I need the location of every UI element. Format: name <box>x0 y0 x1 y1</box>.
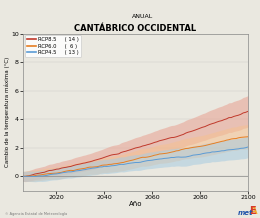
Legend: RCP8.5     ( 14 ), RCP6.0     (  6 ), RCP4.5     ( 13 ): RCP8.5 ( 14 ), RCP6.0 ( 6 ), RCP4.5 ( 13… <box>24 35 81 57</box>
Text: ANUAL: ANUAL <box>132 14 154 19</box>
Y-axis label: Cambio de la temperatura máxima (°C): Cambio de la temperatura máxima (°C) <box>4 57 10 167</box>
Text: E: E <box>250 206 256 216</box>
Text: © Agencia Estatal de Meteorología: © Agencia Estatal de Meteorología <box>5 212 67 216</box>
X-axis label: Año: Año <box>129 201 142 207</box>
Text: A: A <box>250 206 257 216</box>
Text: met: met <box>238 210 253 216</box>
Title: CANTÁBRICO OCCIDENTAL: CANTÁBRICO OCCIDENTAL <box>74 24 197 33</box>
